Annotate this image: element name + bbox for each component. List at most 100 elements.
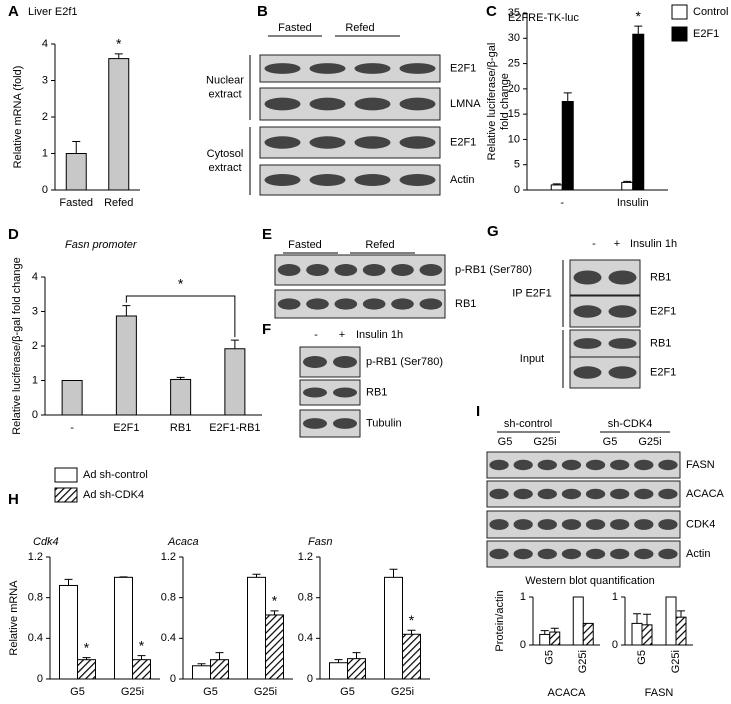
band — [264, 174, 301, 186]
x-tick-label: G5 — [203, 686, 218, 698]
error-bar — [82, 657, 91, 660]
x-tick-label: G5 — [544, 650, 556, 665]
band — [658, 488, 678, 500]
band — [585, 548, 606, 560]
band — [610, 488, 630, 500]
error-bar — [114, 53, 123, 59]
error-bar — [407, 629, 416, 635]
y-tick-label: 25 — [508, 57, 520, 69]
group-label: extract — [208, 88, 241, 100]
x-tick-label: - — [560, 197, 564, 209]
blot-label: E2F1 — [650, 305, 676, 317]
x-tick-label: Insulin — [617, 197, 649, 209]
chart-title: Cdk4 — [33, 536, 59, 548]
bar — [665, 596, 677, 646]
significance-star: * — [636, 8, 642, 24]
lane-label: G25i — [533, 436, 556, 448]
band — [391, 264, 414, 276]
blot-label: E2F1 — [450, 136, 476, 148]
y-tick-label: 1.2 — [298, 551, 313, 563]
band — [306, 264, 329, 276]
lane-header: Fasted — [278, 22, 312, 34]
band — [489, 548, 509, 560]
lane-header: - — [592, 238, 596, 250]
error-bar — [230, 339, 239, 349]
lane-header: Refed — [365, 239, 394, 251]
legend-label: E2F1 — [693, 28, 719, 40]
y-tick-label: 2 — [42, 111, 48, 123]
bar — [65, 153, 87, 191]
band — [333, 387, 357, 398]
chart-title: Acaca — [167, 536, 199, 548]
panel-letter: B — [257, 3, 268, 20]
x-tick-label: G25i — [254, 686, 277, 698]
blot-label: ACACA — [686, 488, 725, 500]
error-bar — [252, 573, 261, 578]
band — [419, 298, 443, 310]
band — [391, 298, 414, 310]
band — [658, 548, 678, 560]
bar — [621, 181, 634, 191]
chart-title: Western blot quantification — [525, 575, 654, 587]
band — [399, 174, 436, 186]
bar — [247, 576, 266, 680]
panel-letter: D — [8, 226, 19, 243]
band — [309, 63, 346, 74]
y-tick-label: 20 — [508, 83, 520, 95]
band — [573, 305, 602, 318]
x-axis-label: ACACA — [548, 687, 587, 699]
band — [303, 387, 327, 398]
band — [561, 459, 582, 471]
y-tick-label: 1.2 — [28, 551, 43, 563]
lane-header: Refed — [345, 22, 374, 34]
chart-title: Liver E2f1 — [28, 6, 78, 18]
band — [610, 548, 630, 560]
x-tick-label: G25i — [121, 686, 144, 698]
legend-swatch — [54, 467, 78, 483]
y-tick-label: 0.8 — [298, 592, 313, 604]
panel-letter: I — [476, 403, 480, 420]
lane-header: + — [614, 238, 620, 250]
blot-label: Actin — [686, 548, 710, 560]
error-bar — [352, 652, 361, 659]
bar — [550, 184, 563, 191]
legend-swatch — [671, 4, 688, 20]
error-bar — [334, 659, 343, 663]
legend-swatch — [671, 26, 688, 42]
chart-title: Fasn promoter — [65, 239, 138, 251]
blot-label: Actin — [450, 174, 474, 186]
group-label: extract — [208, 162, 241, 174]
blot-label: RB1 — [366, 386, 387, 398]
band — [277, 264, 301, 276]
bar — [170, 378, 192, 416]
y-tick-label: 0.4 — [28, 632, 43, 644]
y-tick-label: 5 — [514, 159, 520, 171]
band — [513, 548, 533, 560]
y-tick-label: 1 — [612, 591, 618, 603]
group-label: Nuclear — [206, 74, 244, 86]
error-bar — [197, 663, 206, 666]
x-tick-label: RB1 — [170, 422, 191, 434]
y-tick-label: 0 — [37, 673, 43, 685]
band — [303, 356, 327, 368]
band — [573, 270, 602, 285]
lane-header: - — [314, 329, 318, 341]
legend-label: Ad sh-CDK4 — [83, 489, 144, 501]
y-axis-label: Relative mRNA — [8, 580, 20, 656]
y-tick-label: 0 — [42, 184, 48, 196]
band — [585, 488, 606, 500]
band — [333, 356, 357, 368]
lane-header: sh-CDK4 — [608, 418, 653, 430]
y-tick-label: 0 — [612, 639, 618, 651]
bar — [210, 659, 229, 680]
x-tick-label: G5 — [340, 686, 355, 698]
y-tick-label: 15 — [508, 108, 520, 120]
band — [264, 63, 301, 74]
group-label: Cytosol — [207, 148, 244, 160]
bar — [631, 622, 643, 646]
band — [277, 298, 301, 310]
x-tick-label: - — [70, 422, 74, 434]
y-tick-label: 35 — [508, 7, 520, 19]
